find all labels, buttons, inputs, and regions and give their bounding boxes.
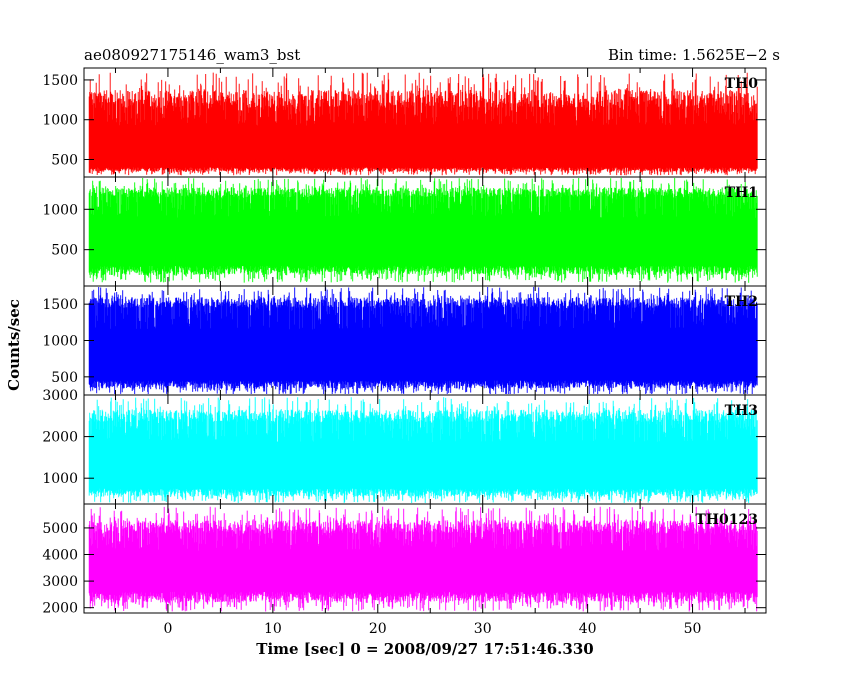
- panel-frame: [83, 503, 767, 614]
- y-tick-label: 1000: [42, 334, 78, 350]
- panel-label: TH1: [725, 185, 758, 201]
- panel-th3: 1000 2000 3000 TH3: [42, 388, 767, 505]
- panel-label: TH3: [725, 403, 758, 419]
- series-th0123: [88, 506, 758, 612]
- y-tick-label: 2000: [42, 601, 78, 617]
- panel-th2: 500 1000 1500 TH2: [42, 285, 767, 396]
- x-tick-label: 40: [579, 621, 597, 637]
- y-axis-label: Counts/sec: [5, 299, 23, 391]
- y-tick-label: 1000: [42, 113, 78, 129]
- series-th1: [88, 178, 758, 283]
- chart-title-left: ae080927175146_wam3_bst: [84, 46, 300, 64]
- panel-label: TH0: [725, 76, 759, 92]
- y-tick-label: 500: [51, 243, 78, 259]
- panel-th0: 500 1000 1500 TH0: [42, 67, 767, 178]
- y-tick-label: 3000: [42, 574, 78, 590]
- y-tick-label: 5000: [42, 521, 78, 537]
- y-tick-label: 500: [51, 152, 78, 168]
- panel-th0123: 2000 3000 4000 5000 TH0123: [42, 503, 767, 617]
- panel-th1: 500 1000 TH1: [42, 176, 767, 287]
- x-axis-label: Time [sec] 0 = 2008/09/27 17:51:46.330: [256, 640, 593, 658]
- y-tick-label: 1000: [42, 471, 78, 487]
- x-tick-label: 20: [369, 621, 387, 637]
- x-tick-label: 30: [474, 621, 492, 637]
- series-th3: [88, 397, 758, 503]
- y-tick-label: 2000: [42, 430, 78, 446]
- y-tick-label: 1500: [42, 297, 78, 313]
- y-tick-label: 1000: [42, 202, 78, 218]
- panel-label: TH0123: [695, 512, 758, 528]
- y-tick-label: 3000: [42, 388, 78, 404]
- y-tick-label: 4000: [42, 548, 78, 564]
- chart-title-right: Bin time: 1.5625E−2 s: [608, 46, 780, 64]
- x-tick-label: 0: [163, 621, 172, 637]
- x-tick-label: 50: [684, 621, 702, 637]
- series-th2: [88, 287, 758, 394]
- x-tick-label: 10: [264, 621, 282, 637]
- y-tick-label: 1500: [42, 73, 78, 89]
- panel-label: TH2: [725, 294, 758, 310]
- y-tick-label: 500: [51, 370, 78, 386]
- series-th0: [88, 72, 758, 176]
